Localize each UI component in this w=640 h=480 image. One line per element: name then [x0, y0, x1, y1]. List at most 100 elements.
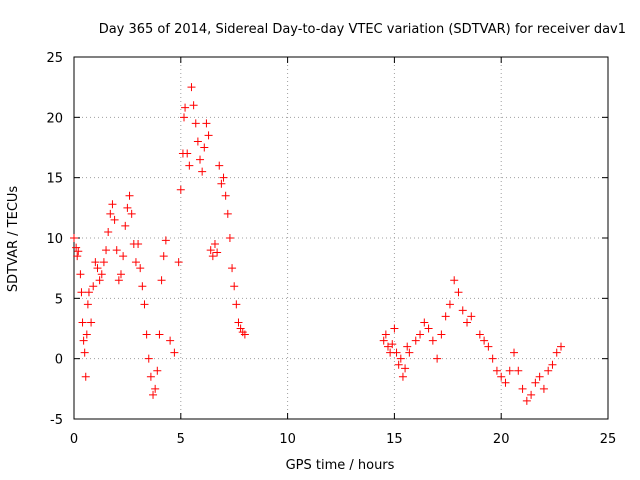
data-point: [146, 372, 155, 381]
data-point: [204, 131, 213, 140]
data-point: [200, 143, 209, 152]
data-point: [198, 167, 207, 176]
data-point: [144, 354, 153, 363]
data-point: [83, 300, 92, 309]
data-point: [106, 209, 115, 218]
data-point: [215, 161, 224, 170]
data-point: [437, 330, 446, 339]
data-point: [450, 276, 459, 285]
data-point: [454, 288, 463, 297]
data-point: [223, 209, 232, 218]
data-point: [149, 390, 158, 399]
data-point: [383, 342, 392, 351]
data-point: [428, 336, 437, 345]
data-point: [73, 252, 82, 261]
data-point: [518, 384, 527, 393]
x-tick-label: 10: [279, 432, 296, 447]
data-point: [522, 396, 531, 405]
x-tick-label: 20: [493, 432, 510, 447]
data-point: [213, 248, 222, 257]
data-point: [153, 366, 162, 375]
data-point: [225, 234, 234, 242]
data-point: [127, 209, 136, 218]
data-point: [159, 252, 168, 261]
data-point: [401, 364, 410, 373]
data-point: [230, 282, 239, 291]
data-point: [240, 330, 249, 339]
data-point: [91, 258, 100, 267]
data-point: [510, 348, 519, 357]
data-point: [87, 318, 96, 327]
data-point: [74, 247, 83, 256]
data-point: [420, 318, 429, 327]
data-point: [234, 318, 243, 327]
y-tick-label: 5: [55, 292, 63, 307]
data-point: [77, 288, 86, 297]
data-point: [110, 215, 119, 224]
data-point: [136, 264, 145, 273]
data-point: [131, 258, 140, 267]
data-point: [70, 234, 78, 242]
data-point: [514, 366, 523, 375]
data-point: [189, 101, 198, 110]
data-point: [151, 384, 160, 393]
x-tick-label: 0: [70, 432, 78, 447]
data-point: [104, 227, 113, 236]
data-point: [544, 366, 553, 375]
y-tick-label: 15: [46, 172, 63, 187]
x-axis-label: GPS time / hours: [286, 458, 395, 473]
data-point: [405, 348, 414, 357]
data-point: [388, 340, 397, 349]
data-point: [484, 342, 493, 351]
y-tick-label: 25: [46, 51, 63, 66]
data-point: [183, 149, 192, 158]
data-point: [196, 155, 205, 164]
data-point: [232, 300, 241, 309]
data-point: [114, 276, 123, 285]
data-point: [89, 282, 98, 291]
data-point: [185, 161, 194, 170]
data-point: [78, 318, 87, 327]
data-point: [161, 236, 170, 245]
data-point: [396, 354, 405, 363]
data-point: [236, 324, 245, 333]
y-tick-label: 10: [46, 232, 63, 247]
data-point: [79, 336, 88, 345]
data-point: [531, 378, 540, 387]
data-point: [134, 240, 143, 249]
data-point: [475, 330, 484, 339]
y-tick-label: -5: [50, 413, 63, 428]
data-point: [379, 336, 388, 345]
data-point: [398, 372, 407, 381]
data-point: [181, 103, 190, 112]
data-point: [381, 330, 390, 339]
data-point: [176, 185, 185, 194]
data-point: [445, 300, 454, 309]
data-point: [180, 113, 189, 122]
data-point: [95, 276, 104, 285]
data-point: [140, 300, 149, 309]
data-point: [210, 240, 219, 249]
data-point: [76, 270, 85, 279]
data-point: [80, 348, 89, 357]
data-point: [123, 203, 132, 212]
data-point: [467, 312, 476, 321]
data-point: [488, 354, 497, 363]
data-point: [97, 270, 106, 279]
data-point: [93, 264, 102, 273]
data-point: [206, 246, 215, 255]
data-point: [497, 372, 506, 381]
data-point: [112, 246, 121, 255]
data-point: [116, 270, 125, 279]
data-point: [138, 282, 147, 291]
data-point: [72, 243, 81, 252]
data-point: [125, 191, 134, 200]
data-point: [81, 372, 90, 381]
data-point: [433, 354, 442, 363]
data-point: [217, 179, 226, 188]
data-point: [535, 372, 544, 381]
data-point: [174, 258, 183, 267]
data-point: [193, 137, 202, 146]
data-point: [155, 330, 164, 339]
grid: [74, 57, 608, 419]
